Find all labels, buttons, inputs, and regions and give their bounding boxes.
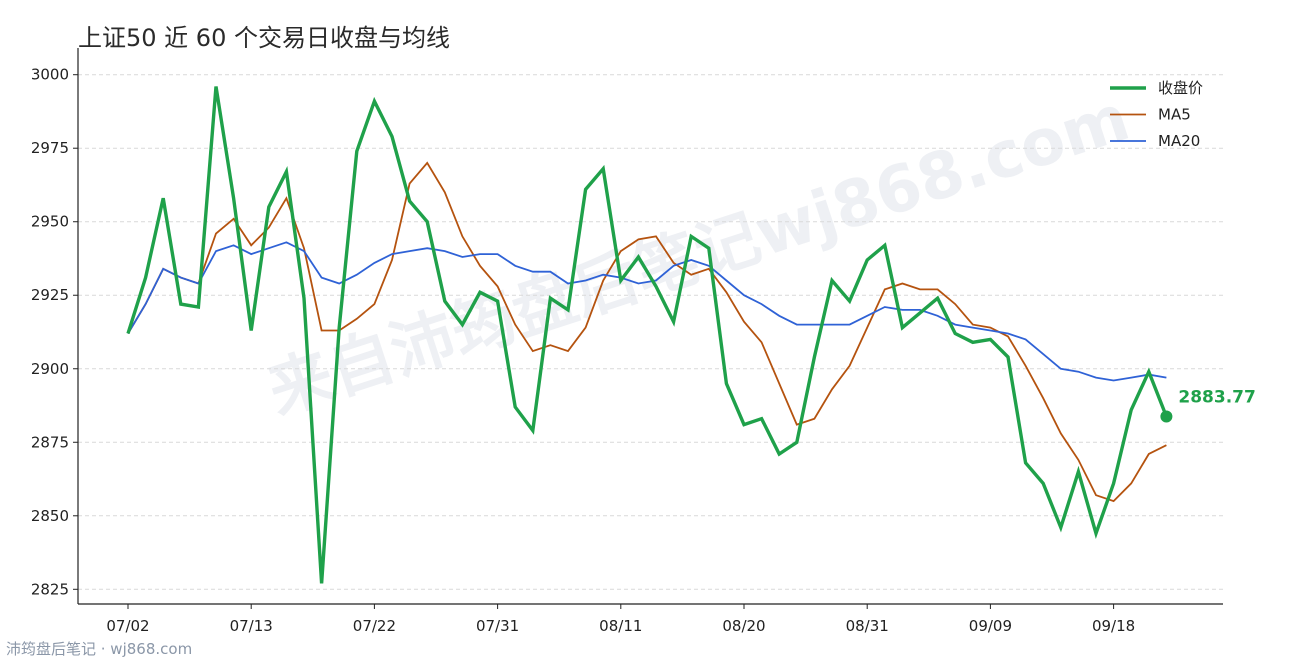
x-tick-label: 07/02	[106, 617, 149, 635]
x-tick-label: 07/31	[476, 617, 519, 635]
x-tick-label: 07/22	[353, 617, 396, 635]
chart-title: 上证50 近 60 个交易日收盘与均线	[78, 24, 450, 52]
y-tick-label: 3000	[31, 66, 69, 84]
series-line-ma20	[127, 241, 1167, 382]
legend-label: MA5	[1158, 106, 1191, 124]
series-lines: 2883.77	[126, 86, 1256, 584]
x-tick-label: 09/18	[1092, 617, 1135, 635]
y-tick-label: 2825	[31, 580, 69, 598]
legend-label: 收盘价	[1158, 79, 1203, 97]
series-line-ma5	[127, 161, 1167, 503]
last-close-point	[1160, 410, 1173, 423]
x-tick-label: 07/13	[230, 617, 273, 635]
legend: 收盘价 MA5 MA20	[1110, 79, 1203, 150]
y-tick-label: 2850	[31, 507, 69, 525]
x-tick-label: 09/09	[969, 617, 1012, 635]
y-tick-label: 2875	[31, 433, 69, 451]
series-line-close	[126, 86, 1168, 584]
gridlines	[78, 74, 1223, 590]
y-tick-label: 2975	[31, 139, 69, 157]
x-tick-label: 08/11	[599, 617, 642, 635]
legend-label: MA20	[1158, 132, 1200, 150]
footer-credit: 沛筠盘后笔记 · wj868.com	[6, 640, 193, 658]
x-tick-label: 08/20	[722, 617, 765, 635]
y-tick-label: 2925	[31, 286, 69, 304]
y-tick-label: 2900	[31, 360, 69, 378]
last-close-label: 2883.77	[1178, 387, 1255, 407]
y-tick-label: 2950	[31, 213, 69, 231]
axes: 2825 2850 2875 2900 2925 2950 2975 3000 07/02 07/…	[31, 48, 1223, 635]
x-tick-label: 08/31	[846, 617, 889, 635]
